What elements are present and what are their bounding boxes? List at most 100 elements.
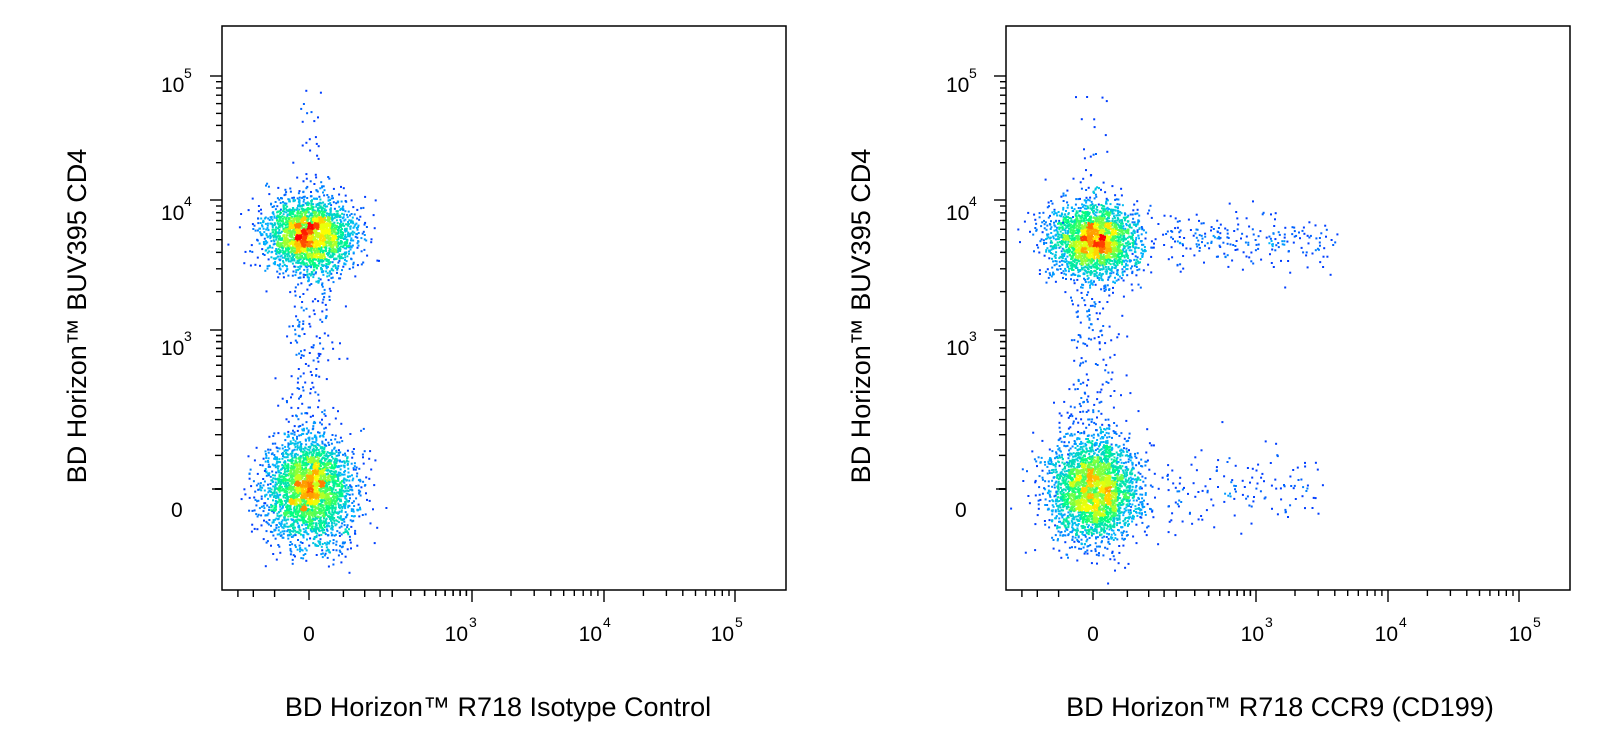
data-point	[300, 233, 303, 236]
data-point	[315, 242, 318, 245]
data-point	[346, 524, 349, 527]
data-point	[324, 533, 327, 536]
data-point	[340, 240, 343, 243]
data-point	[345, 515, 348, 518]
data-point	[264, 222, 267, 225]
data-point	[274, 506, 277, 508]
data-point	[339, 515, 342, 518]
data-point	[323, 515, 326, 518]
data-point	[348, 252, 350, 255]
data-point	[312, 454, 315, 457]
data-point	[278, 246, 281, 248]
data-point	[277, 227, 279, 230]
data-point	[311, 440, 314, 443]
data-point	[296, 505, 299, 508]
data-point	[281, 265, 284, 268]
data-point	[360, 207, 363, 210]
data-point	[356, 264, 359, 267]
data-point	[311, 511, 314, 514]
data-point	[306, 273, 309, 276]
data-point	[300, 412, 303, 415]
data-point	[287, 250, 290, 253]
data-point	[316, 207, 319, 210]
data-point	[284, 439, 287, 442]
data-point	[312, 209, 315, 211]
data-point	[308, 524, 311, 527]
data-point	[257, 217, 260, 220]
data-point	[307, 208, 310, 211]
data-point	[329, 254, 332, 257]
data-point	[332, 201, 335, 204]
data-point	[320, 230, 323, 233]
data-point	[340, 518, 343, 521]
data-point	[306, 270, 309, 273]
data-point	[288, 234, 291, 237]
data-point	[279, 508, 282, 511]
data-point	[307, 487, 310, 490]
data-point	[315, 522, 318, 525]
data-point	[331, 464, 334, 467]
data-point	[289, 187, 292, 190]
data-point	[328, 481, 331, 484]
data-point	[275, 495, 278, 498]
data-point	[227, 243, 230, 246]
data-point	[347, 506, 350, 509]
data-point	[291, 452, 294, 455]
data-point	[276, 205, 279, 208]
data-point	[301, 542, 304, 544]
data-point	[318, 232, 320, 235]
data-point	[281, 457, 284, 460]
data-point	[362, 427, 365, 430]
data-point	[290, 209, 293, 212]
data-point	[287, 474, 290, 477]
data-point	[357, 224, 360, 227]
data-point	[362, 261, 365, 264]
data-point	[300, 214, 303, 217]
data-point	[280, 475, 283, 478]
data-point	[317, 223, 319, 226]
data-point	[326, 529, 329, 532]
data-point	[324, 438, 327, 441]
data-point	[322, 531, 325, 534]
data-point	[312, 233, 315, 236]
data-point	[309, 478, 312, 481]
data-point	[271, 531, 274, 534]
data-point	[322, 210, 325, 213]
data-point	[286, 498, 289, 501]
data-point	[346, 514, 348, 517]
data-point	[335, 460, 338, 463]
data-point	[308, 261, 311, 264]
data-point	[305, 245, 308, 248]
data-point	[286, 243, 288, 246]
data-point	[308, 516, 311, 519]
data-point	[306, 227, 309, 230]
data-point	[293, 433, 296, 436]
data-point	[347, 224, 350, 227]
data-point	[344, 237, 346, 240]
data-point	[328, 242, 331, 245]
data-point	[341, 507, 344, 509]
data-point	[299, 272, 302, 275]
data-point	[321, 223, 324, 226]
data-point	[336, 473, 339, 476]
data-point	[256, 528, 259, 531]
data-point	[262, 241, 265, 243]
data-point	[344, 503, 347, 506]
data-point	[342, 503, 345, 506]
data-point	[279, 215, 282, 218]
data-point	[314, 237, 316, 240]
data-point	[309, 445, 312, 448]
data-point	[339, 451, 342, 454]
data-point	[326, 485, 329, 488]
data-point	[287, 443, 290, 446]
data-point	[344, 507, 347, 510]
data-point	[351, 233, 354, 236]
data-point	[304, 472, 307, 475]
data-point	[347, 233, 349, 236]
data-point	[278, 252, 281, 255]
data-point	[329, 199, 332, 201]
data-point	[349, 225, 352, 228]
data-point	[303, 510, 306, 513]
data-point	[310, 442, 313, 445]
data-point	[373, 542, 376, 545]
